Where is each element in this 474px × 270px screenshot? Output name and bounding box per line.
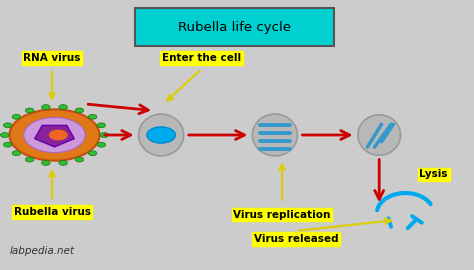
Circle shape — [42, 105, 50, 110]
Circle shape — [100, 133, 109, 137]
Text: RNA virus: RNA virus — [23, 53, 81, 63]
Ellipse shape — [139, 114, 184, 156]
Circle shape — [9, 109, 100, 161]
Circle shape — [97, 142, 106, 147]
Text: Virus released: Virus released — [254, 234, 338, 244]
Circle shape — [75, 157, 83, 162]
Circle shape — [3, 123, 12, 128]
Circle shape — [59, 160, 67, 165]
Circle shape — [12, 151, 21, 156]
Text: Rubella virus: Rubella virus — [14, 207, 91, 217]
Text: Rubella life cycle: Rubella life cycle — [178, 21, 291, 33]
Text: Enter the cell: Enter the cell — [162, 53, 241, 63]
Text: Lysis: Lysis — [419, 169, 448, 179]
Circle shape — [147, 127, 175, 143]
Ellipse shape — [252, 114, 297, 156]
Circle shape — [3, 142, 12, 147]
Circle shape — [88, 151, 97, 156]
Circle shape — [0, 133, 9, 137]
Text: labpedia.net: labpedia.net — [9, 247, 74, 256]
Circle shape — [25, 157, 34, 162]
Circle shape — [26, 108, 34, 113]
FancyBboxPatch shape — [135, 8, 334, 46]
Ellipse shape — [358, 115, 401, 155]
Circle shape — [97, 123, 106, 128]
Polygon shape — [35, 125, 74, 147]
Circle shape — [24, 117, 85, 153]
Circle shape — [59, 105, 67, 110]
Circle shape — [42, 160, 50, 165]
Circle shape — [75, 108, 84, 113]
Circle shape — [49, 130, 68, 140]
Text: Virus replication: Virus replication — [233, 210, 331, 220]
Circle shape — [12, 114, 21, 119]
Circle shape — [88, 114, 97, 119]
